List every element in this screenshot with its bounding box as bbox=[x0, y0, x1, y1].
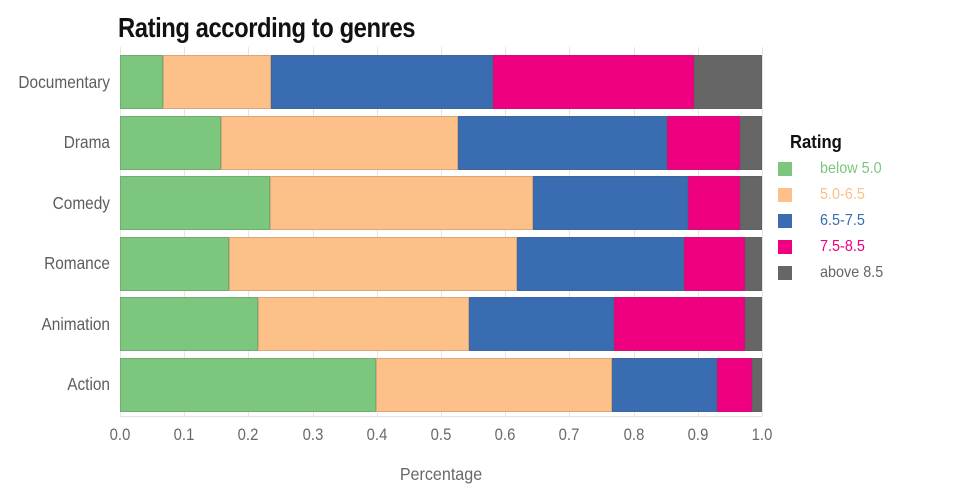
bar-segment-below-5.0 bbox=[120, 297, 259, 352]
gridline bbox=[376, 47, 378, 416]
legend-item-label: 6.5-7.5 bbox=[820, 212, 865, 229]
bar-row-documentary bbox=[120, 55, 762, 109]
bar-segment-5.0-6.5 bbox=[269, 176, 534, 231]
gridline bbox=[762, 47, 763, 416]
gridline bbox=[312, 47, 314, 416]
legend-swatch bbox=[778, 240, 792, 254]
bar-segment-above-8.5 bbox=[744, 236, 762, 291]
x-tick-label: 0.7 bbox=[559, 426, 580, 444]
bar-segment-below-5.0 bbox=[120, 176, 270, 231]
legend-item: 6.5-7.5 bbox=[778, 212, 956, 229]
gridline bbox=[184, 47, 186, 416]
bar-segment-7.5-8.5 bbox=[614, 297, 745, 352]
y-axis-label: Action bbox=[67, 374, 110, 395]
plot-area bbox=[120, 47, 763, 417]
bar-segment-6.5-7.5 bbox=[270, 55, 493, 109]
legend-swatch bbox=[778, 162, 792, 176]
gridline bbox=[441, 47, 442, 416]
legend-item: below 5.0 bbox=[778, 160, 956, 177]
bar-segment-below-5.0 bbox=[120, 236, 230, 291]
legend-swatch bbox=[778, 266, 792, 280]
bar-segment-above-8.5 bbox=[751, 357, 762, 412]
bar-segment-6.5-7.5 bbox=[468, 297, 615, 352]
x-tick-label: 0.5 bbox=[430, 426, 452, 444]
legend-item-label: below 5.0 bbox=[820, 160, 882, 177]
x-tick-label: 1.0 bbox=[751, 426, 773, 444]
bar-segment-above-8.5 bbox=[744, 297, 762, 352]
y-axis-label: Comedy bbox=[52, 192, 110, 213]
x-tick-label: 0.0 bbox=[109, 426, 131, 444]
bar-row-animation bbox=[120, 297, 762, 352]
bar-segment-6.5-7.5 bbox=[517, 236, 684, 291]
legend-items: below 5.0 5.0-6.5 6.5-7.5 7.5-8.5 above 8.5 bbox=[778, 160, 956, 281]
x-tick-label: 0.3 bbox=[302, 426, 323, 444]
bar-segment-7.5-8.5 bbox=[717, 357, 752, 412]
bar-segment-5.0-6.5 bbox=[376, 357, 613, 412]
bar-segment-6.5-7.5 bbox=[457, 115, 667, 170]
bar-segment-7.5-8.5 bbox=[687, 176, 740, 231]
legend-item-label: 7.5-8.5 bbox=[820, 238, 865, 255]
legend-item-label: 5.0-6.5 bbox=[820, 186, 865, 203]
bar-segment-5.0-6.5 bbox=[258, 297, 469, 352]
legend-title: Rating bbox=[790, 131, 842, 152]
bar-segment-below-5.0 bbox=[120, 55, 163, 109]
bar-segment-5.0-6.5 bbox=[220, 115, 458, 170]
y-axis-label: Drama bbox=[63, 132, 110, 153]
y-axis-labels: Documentary Drama Comedy Romance Animation Ac… bbox=[0, 55, 110, 412]
bar-segment-above-8.5 bbox=[693, 55, 762, 109]
gridline bbox=[697, 47, 699, 416]
legend-item-label: above 8.5 bbox=[820, 264, 884, 281]
x-tick-label: 0.4 bbox=[366, 426, 388, 444]
x-tick-label: 0.2 bbox=[238, 426, 259, 444]
gridline bbox=[248, 47, 250, 416]
gridline bbox=[633, 47, 635, 416]
y-axis-label: Documentary bbox=[18, 71, 110, 92]
bar-segment-above-8.5 bbox=[739, 176, 762, 231]
bar-segment-below-5.0 bbox=[120, 357, 377, 412]
legend: Rating below 5.0 5.0-6.5 6.5-7.5 7.5-8.5 abo… bbox=[778, 131, 956, 292]
gridline bbox=[569, 47, 571, 416]
bar-segment-above-8.5 bbox=[740, 115, 762, 170]
bar-segment-7.5-8.5 bbox=[666, 115, 741, 170]
x-tick-label: 0.9 bbox=[687, 426, 709, 444]
bar-segment-7.5-8.5 bbox=[492, 55, 694, 109]
bar-segment-5.0-6.5 bbox=[229, 236, 518, 291]
y-axis-label: Romance bbox=[44, 253, 110, 274]
bar-rows bbox=[120, 55, 762, 412]
bar-row-comedy bbox=[120, 176, 762, 231]
bar-segment-7.5-8.5 bbox=[683, 236, 745, 291]
bar-segment-5.0-6.5 bbox=[163, 55, 271, 109]
bar-row-drama bbox=[120, 115, 762, 170]
x-tick-label: 0.6 bbox=[494, 426, 516, 444]
bar-segment-6.5-7.5 bbox=[612, 357, 718, 412]
legend-swatch bbox=[778, 188, 792, 202]
x-tick-label: 0.8 bbox=[623, 426, 644, 444]
bar-segment-below-5.0 bbox=[120, 115, 221, 170]
legend-item: 7.5-8.5 bbox=[778, 238, 956, 255]
bar-segment-6.5-7.5 bbox=[533, 176, 688, 231]
legend-item: 5.0-6.5 bbox=[778, 186, 956, 203]
legend-item: above 8.5 bbox=[778, 264, 956, 281]
legend-swatch bbox=[778, 214, 792, 228]
gridline bbox=[120, 47, 121, 416]
gridline bbox=[505, 47, 507, 416]
bar-row-action bbox=[120, 357, 762, 412]
bar-row-romance bbox=[120, 236, 762, 291]
y-axis-label: Animation bbox=[41, 313, 110, 334]
x-tick-label: 0.1 bbox=[173, 426, 195, 444]
chart-title: Rating according to genres bbox=[118, 12, 416, 43]
x-axis-title: Percentage bbox=[399, 464, 483, 484]
